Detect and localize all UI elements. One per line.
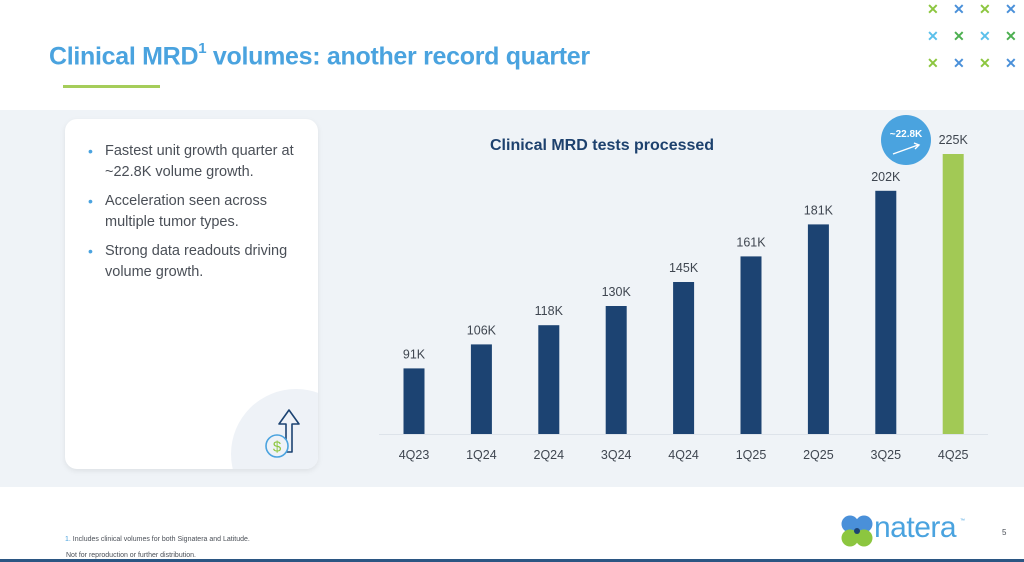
bullet-item: • Strong data readouts driving volume gro…	[88, 241, 305, 283]
data-label: 145K	[669, 261, 699, 275]
x-tick-label: 4Q24	[668, 448, 699, 462]
highlights-card: • Fastest unit growth quarter at ~22.8K v…	[65, 119, 318, 469]
x-mark-icon: ✕	[1005, 55, 1017, 71]
bar	[807, 224, 829, 434]
trend-arrow-icon	[892, 144, 919, 155]
x-tick-label: 2Q25	[803, 448, 834, 462]
dollar-growth-arrow-icon: $	[265, 409, 300, 458]
x-mark-icon: ✕	[927, 28, 939, 44]
bullet-text: Strong data readouts driving volume grow…	[105, 243, 288, 280]
bottom-rule	[0, 559, 1024, 562]
x-tick-label: 3Q25	[871, 448, 902, 462]
x-mark-icon: ✕	[927, 55, 939, 71]
bullet-icon: •	[88, 143, 93, 159]
bar	[538, 325, 560, 434]
bar	[942, 154, 964, 434]
bullet-text: Fastest unit growth quarter at ~22.8K vo…	[105, 143, 294, 180]
x-mark-icon: ✕	[979, 1, 991, 17]
x-mark-icon: ✕	[927, 1, 939, 17]
svg-text:$: $	[273, 439, 282, 456]
title-main: Clinical MRD	[49, 42, 199, 71]
x-tick-label: 4Q25	[938, 448, 969, 462]
bar	[403, 368, 425, 434]
bullet-text: Acceleration seen across multiple tumor …	[105, 193, 267, 230]
bullet-item: • Acceleration seen across multiple tumor…	[88, 191, 305, 233]
distribution-notice: Not for reproduction or further distribu…	[66, 552, 196, 559]
x-mark-icon: ✕	[979, 28, 991, 44]
x-tick-label: 1Q25	[736, 448, 767, 462]
title-footnote-ref: 1	[198, 40, 207, 57]
title-underline	[63, 85, 160, 88]
growth-annotation-text: ~22.8K	[890, 129, 923, 140]
x-mark-icon: ✕	[953, 28, 965, 44]
trend-arrowhead-icon	[913, 142, 921, 150]
x-tick-label: 3Q24	[601, 448, 632, 462]
footnote-text: Includes clinical volumes for both Signa…	[72, 536, 250, 543]
data-label: 202K	[871, 170, 901, 184]
x-mark-icon: ✕	[953, 55, 965, 71]
bullet-icon: •	[88, 193, 93, 209]
page-number: 5	[1002, 528, 1007, 537]
data-label: 106K	[467, 323, 497, 337]
x-mark-icon: ✕	[953, 1, 965, 17]
chart-title: Clinical MRD tests processed	[490, 137, 715, 154]
bullet-icon: •	[88, 243, 93, 259]
decorative-x-pattern: ✕ ✕ ✕ ✕ ✕ ✕ ✕ ✕ ✕ ✕ ✕ ✕	[927, 1, 1024, 70]
bar	[875, 190, 897, 434]
data-label: 91K	[403, 347, 426, 361]
bullet-list: • Fastest unit growth quarter at ~22.8K v…	[65, 119, 318, 283]
x-tick-label: 4Q23	[399, 448, 430, 462]
slide-title: Clinical MRD1 volumes: another record qu…	[49, 40, 590, 71]
data-label: 181K	[804, 203, 834, 217]
title-rest: volumes: another record quarter	[206, 42, 590, 71]
data-label: 225K	[939, 133, 969, 147]
data-label: 161K	[736, 235, 766, 249]
bar	[605, 306, 627, 434]
footnote-number: 1.	[65, 536, 71, 543]
data-label: 118K	[535, 304, 564, 318]
bullet-item: • Fastest unit growth quarter at ~22.8K v…	[88, 141, 305, 183]
x-mark-icon: ✕	[979, 55, 991, 71]
logo-trademark: ™	[960, 518, 965, 524]
logo-text: natera	[874, 511, 957, 544]
x-mark-icon: ✕	[1005, 1, 1017, 17]
x-tick-label: 1Q24	[466, 448, 497, 462]
data-label: 130K	[602, 285, 632, 299]
bar	[470, 344, 492, 434]
natera-logo-icon	[841, 515, 873, 547]
bar	[740, 256, 762, 434]
growth-annotation-bubble	[881, 115, 931, 165]
x-mark-icon: ✕	[1005, 28, 1017, 44]
bar	[673, 282, 695, 434]
x-tick-label: 2Q24	[534, 448, 565, 462]
footnote: 1. Includes clinical volumes for both Si…	[65, 536, 250, 543]
